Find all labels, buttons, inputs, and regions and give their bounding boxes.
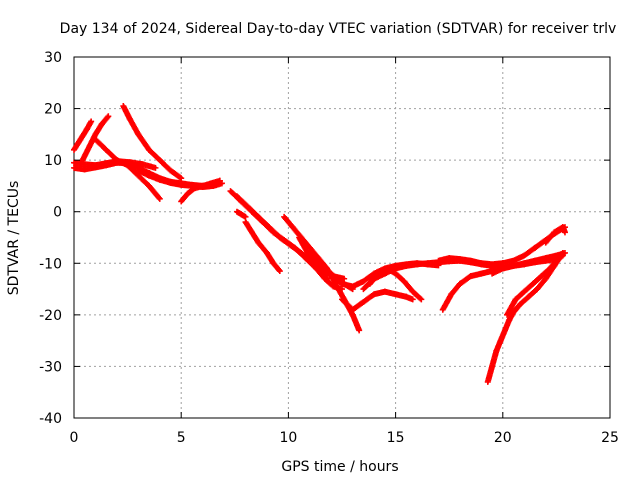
x-tick-label: 25	[601, 430, 619, 446]
data-point	[152, 164, 159, 171]
series-arc-12	[242, 219, 283, 275]
y-tick-label: 30	[44, 50, 62, 66]
x-tick-label: 10	[279, 430, 297, 446]
x-tick-label: 20	[494, 430, 512, 446]
data-point	[104, 114, 111, 121]
y-axis-label: SDTVAR / TECUs	[6, 181, 22, 296]
x-tick-label: 15	[387, 430, 405, 446]
plot-border	[73, 56, 611, 419]
x-tick-label: 5	[177, 430, 186, 446]
y-tick-label: 10	[44, 153, 62, 169]
ticks-layer: 0 5 10 15 20 25 30 20 10 0 -10 -20 -30 -40	[39, 50, 619, 446]
data-point	[418, 296, 425, 303]
data-point	[409, 296, 416, 303]
series-arc-9	[178, 177, 223, 205]
data-point	[156, 195, 163, 202]
data-point	[275, 266, 282, 273]
series-arc-25	[504, 252, 566, 318]
data-point	[105, 113, 112, 120]
data-point	[216, 177, 223, 184]
plot-frame	[73, 56, 611, 419]
series-arc-11	[233, 193, 348, 282]
y-tick-label: 0	[53, 205, 62, 221]
series-arc-1	[71, 118, 95, 153]
data-point	[417, 295, 424, 302]
series-arc-23	[489, 249, 568, 277]
data-point	[356, 327, 363, 334]
data-point	[559, 252, 566, 259]
x-tick-label: 0	[70, 430, 79, 446]
series-layer	[71, 102, 568, 385]
series-arc-2	[79, 113, 112, 164]
y-tick-label: 20	[44, 102, 62, 118]
data-point	[177, 174, 184, 181]
y-tick-label: -40	[39, 411, 62, 427]
data-point	[558, 253, 565, 260]
data-point	[341, 275, 348, 282]
x-axis-label: GPS time / hours	[281, 459, 398, 475]
series-arc-13	[233, 208, 249, 220]
grid	[74, 57, 610, 418]
data-point	[561, 229, 568, 236]
y-tick-label: -30	[39, 359, 62, 375]
series-arc-26	[542, 224, 568, 246]
data-point	[242, 213, 249, 220]
series-arc-6	[120, 102, 185, 182]
series-arc-20	[366, 265, 425, 303]
y-tick-label: -20	[39, 308, 62, 324]
data-point	[88, 118, 95, 125]
data-point	[339, 286, 345, 293]
chart-title: Day 134 of 2024, Sidereal Day-to-day VTE…	[60, 21, 617, 37]
y-tick-label: -10	[39, 256, 62, 272]
data-point	[155, 194, 162, 201]
data-point	[276, 268, 283, 275]
series-arc-18	[339, 288, 416, 313]
data-point	[178, 175, 185, 182]
